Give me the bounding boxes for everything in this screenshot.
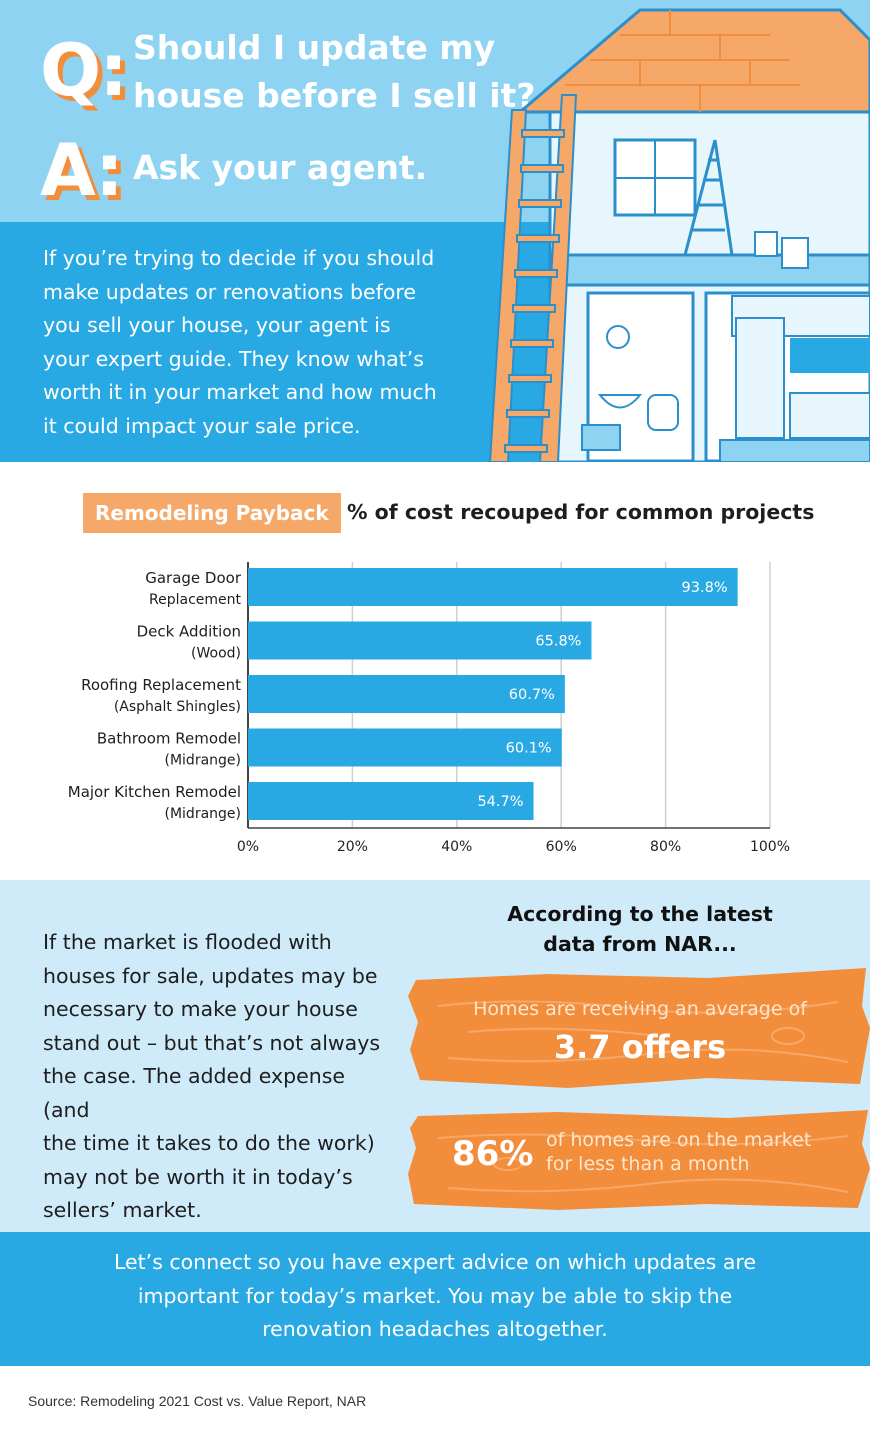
house-illustration bbox=[488, 8, 870, 462]
category-sublabel: (Asphalt Shingles) bbox=[114, 699, 241, 715]
category-label: Deck Addition bbox=[137, 623, 241, 641]
floor-slab bbox=[548, 253, 870, 287]
category-label: Major Kitchen Remodel bbox=[68, 783, 241, 801]
roof-shingles bbox=[565, 10, 800, 112]
nar-title-line: data from NAR... bbox=[543, 932, 737, 956]
chart-heading: % of cost recouped for common projects bbox=[347, 500, 815, 524]
market-line: sellers’ market. bbox=[43, 1198, 202, 1222]
small-ladder bbox=[683, 139, 734, 256]
cta-banner bbox=[0, 1232, 870, 1366]
days-on-market-line: for less than a month bbox=[546, 1153, 750, 1175]
category-sublabel: (Wood) bbox=[191, 646, 241, 662]
nar-title-line: According to the latest bbox=[507, 902, 773, 926]
x-tick-label: 0% bbox=[237, 839, 259, 855]
wood-plank-offers bbox=[408, 968, 870, 1088]
kitchen-step bbox=[719, 439, 870, 462]
toilet bbox=[647, 394, 679, 431]
category-sublabel: (Midrange) bbox=[165, 806, 242, 822]
days-on-market-percent: 86% bbox=[452, 1134, 534, 1174]
question-line-1: Should I update my bbox=[133, 28, 496, 67]
market-line: necessary to make your house bbox=[43, 997, 358, 1021]
x-tick-label: 20% bbox=[337, 839, 368, 855]
days-on-market-line: of homes are on the market bbox=[546, 1129, 812, 1151]
intro-line: you sell your house, your agent is bbox=[43, 313, 391, 337]
bar-value-label: 60.7% bbox=[509, 687, 555, 703]
x-tick-label: 100% bbox=[750, 839, 790, 855]
bar-value-label: 60.1% bbox=[506, 741, 552, 757]
market-line: may not be worth it in today’s bbox=[43, 1164, 353, 1189]
cta-line: Let’s connect so you have expert advice … bbox=[113, 1250, 757, 1274]
big-ladder bbox=[488, 94, 578, 462]
intro-line: your expert guide. They know what’s bbox=[43, 346, 424, 371]
refrigerator bbox=[735, 317, 785, 439]
source-note: Source: Remodeling 2021 Cost vs. Value R… bbox=[28, 1393, 367, 1409]
category-label: Bathroom Remodel bbox=[97, 730, 241, 748]
sink bbox=[597, 394, 643, 409]
market-line: houses for sale, updates may be bbox=[43, 963, 378, 988]
intro-line: it could impact your sale price. bbox=[43, 413, 361, 438]
question-line-2: house before I sell it? bbox=[133, 76, 536, 115]
paint-can bbox=[781, 237, 809, 269]
mirror bbox=[606, 325, 630, 349]
bar-value-label: 93.8% bbox=[682, 580, 728, 596]
market-paragraph: If the market is flooded with houses for… bbox=[43, 926, 398, 1228]
category-sublabel: Replacement bbox=[149, 592, 242, 608]
x-tick-label: 40% bbox=[441, 839, 472, 855]
intro-line: make updates or renovations before bbox=[43, 279, 416, 304]
cta-text: Let’s connect so you have expert advice … bbox=[110, 1246, 760, 1347]
market-line: the time it takes to do the work) bbox=[43, 1131, 375, 1155]
toolbox bbox=[581, 424, 621, 451]
intro-line: worth it in your market and how much bbox=[43, 380, 437, 404]
bar-value-label: 54.7% bbox=[477, 794, 523, 810]
bar bbox=[248, 621, 592, 660]
x-tick-label: 60% bbox=[546, 839, 577, 855]
remodeling-payback-chart: 93.8% Garage Door Replacement 65.8% Deck Add… bbox=[68, 562, 790, 855]
bar-value-label: 65.8% bbox=[535, 634, 581, 650]
lower-cabinets bbox=[789, 392, 870, 439]
bar bbox=[248, 568, 738, 606]
days-on-market-text: of homes are on the market for less than… bbox=[546, 1128, 846, 1176]
bar bbox=[248, 675, 565, 713]
intro-line: If you’re trying to decide if you should bbox=[43, 246, 435, 270]
intro-paragraph: If you’re trying to decide if you should… bbox=[43, 242, 463, 443]
offers-label: Homes are receiving an average of bbox=[473, 998, 807, 1020]
cta-line: renovation headaches altogether. bbox=[262, 1317, 608, 1341]
market-line: If the market is flooded with bbox=[43, 930, 332, 954]
cta-line: important for today’s market. You may be… bbox=[137, 1283, 733, 1308]
offers-value: 3.7 offers bbox=[553, 1028, 727, 1066]
remodeling-payback-badge: Remodeling Payback bbox=[83, 493, 341, 533]
wood-plank-days-on-market bbox=[408, 1110, 870, 1210]
market-line: stand out – but that’s not always bbox=[43, 1030, 381, 1055]
q-letter: Q: bbox=[40, 28, 128, 112]
nar-title: According to the latest data from NAR... bbox=[480, 899, 800, 959]
x-tick-label: 80% bbox=[650, 839, 681, 855]
category-label: Garage Door bbox=[145, 569, 242, 587]
category-label: Roofing Replacement bbox=[81, 676, 241, 694]
bar bbox=[248, 782, 534, 820]
bar bbox=[248, 728, 562, 767]
a-letter: A: bbox=[40, 128, 124, 212]
paint-can bbox=[754, 231, 778, 257]
category-sublabel: (Midrange) bbox=[165, 753, 242, 769]
answer-text: Ask your agent. bbox=[133, 148, 428, 187]
market-line: the case. The added expense (and bbox=[43, 1064, 345, 1122]
kitchen-window bbox=[790, 338, 870, 373]
